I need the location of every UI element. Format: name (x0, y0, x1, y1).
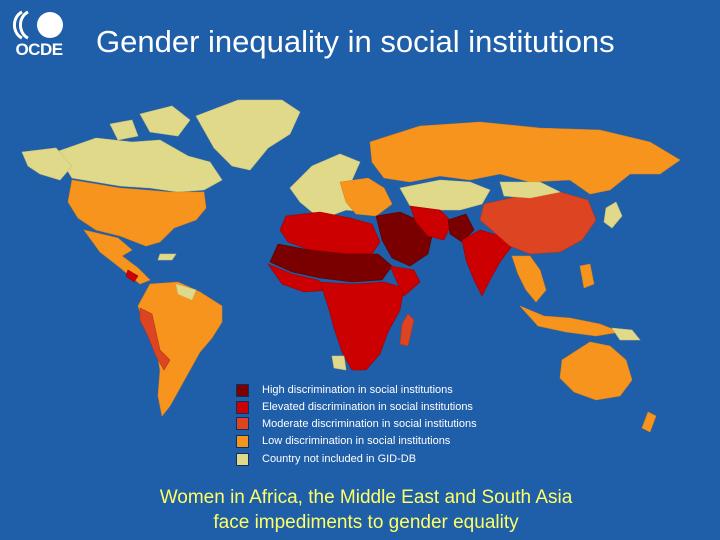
region-central-america (125, 269, 139, 283)
region-sahel (269, 243, 393, 283)
world-map (21, 99, 681, 433)
legend-item: Country not included in GID-DB (236, 450, 536, 468)
region-indonesia (519, 305, 622, 337)
region-middle-east (375, 211, 433, 267)
legend-label: Country not included in GID-DB (262, 453, 417, 465)
legend-label: Elevated discrimination in social instit… (262, 401, 473, 413)
region-central-africa (319, 281, 405, 371)
region-greenland (195, 99, 301, 171)
subtitle-line-2: face impediments to gender equality (213, 512, 519, 533)
legend-label: High discrimination in social institutio… (262, 384, 453, 396)
page-title: Gender inequality in social institutions (96, 24, 615, 59)
region-canada (55, 137, 223, 193)
region-iran (409, 205, 453, 241)
region-usa (67, 179, 207, 247)
region-india (461, 229, 513, 297)
region-eastern-europe (339, 177, 393, 217)
region-southeast-asia (511, 255, 547, 303)
legend-swatch (236, 417, 249, 430)
legend-item: Low discrimination in social institution… (236, 432, 536, 450)
region-central-asia (399, 179, 491, 211)
region-caribbean (157, 253, 177, 261)
logo-text: OCDE (15, 40, 63, 59)
region-guianas (175, 283, 197, 301)
legend-swatch (236, 400, 249, 414)
map-legend: High discrimination in social institutio… (236, 381, 536, 468)
region-new-zealand (641, 411, 657, 433)
subtitle: Women in Africa, the Middle East and Sou… (60, 485, 672, 535)
region-japan (603, 201, 623, 229)
region-south-america (137, 281, 223, 417)
region-russia (369, 121, 681, 195)
legend-item: Moderate discrimination in social instit… (236, 415, 536, 432)
region-east-africa (389, 265, 421, 297)
region-mexico (83, 229, 151, 285)
legend-item: Elevated discrimination in social instit… (236, 399, 536, 415)
region-australia (559, 341, 633, 401)
region-madagascar (399, 313, 415, 347)
legend-swatch (236, 383, 249, 397)
legend-swatch (236, 452, 249, 466)
region-southern-africa (331, 355, 347, 371)
subtitle-line-1: Women in Africa, the Middle East and Sou… (159, 487, 573, 508)
legend-swatch (236, 434, 249, 448)
region-andes (139, 307, 171, 371)
region-philippines (579, 263, 595, 289)
region-afpak (447, 213, 475, 243)
legend-label: Low discrimination in social institution… (262, 435, 451, 447)
region-papua (611, 327, 641, 341)
legend-label: Moderate discrimination in social instit… (262, 417, 477, 430)
region-mongolia (499, 181, 561, 199)
legend-item: High discrimination in social institutio… (236, 381, 536, 399)
oecd-logo-icon (13, 10, 63, 40)
region-alaska (21, 147, 73, 181)
region-arctic-islands (109, 105, 191, 141)
